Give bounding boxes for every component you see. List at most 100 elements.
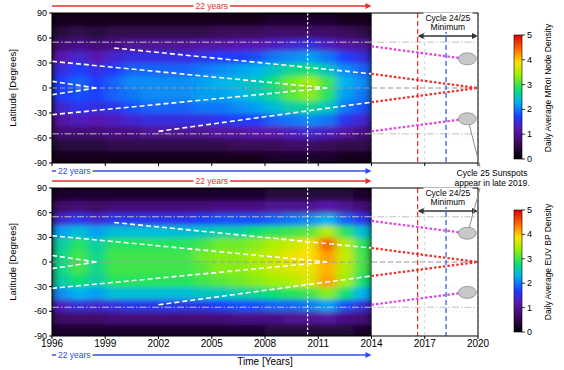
heat-cell [176, 262, 194, 275]
heat-cell [52, 101, 70, 114]
heat-cell [159, 188, 177, 201]
note-pointer [469, 188, 480, 227]
heat-cell [336, 88, 354, 101]
heat-cell [230, 250, 248, 263]
heat-cell [318, 113, 336, 126]
heat-cell [194, 262, 212, 275]
colorbar-tick [522, 35, 525, 36]
heat-cell [247, 311, 265, 324]
heat-cell [105, 274, 123, 287]
heat-cell [70, 225, 88, 238]
heat-cell [52, 26, 70, 39]
band-line [372, 88, 479, 102]
heat-cell [70, 126, 88, 139]
heat-cell [194, 76, 212, 89]
y-tick-label: 60 [37, 33, 47, 43]
heat-cell [212, 200, 230, 213]
band-line [372, 46, 466, 59]
heat-cell [141, 76, 159, 89]
heat-cell [88, 274, 106, 287]
heat-cell [176, 274, 194, 287]
plot-background [52, 13, 478, 163]
heat-cell [194, 200, 212, 213]
heat-cell [88, 113, 106, 126]
heat-cell [70, 113, 88, 126]
heat-cell [247, 38, 265, 51]
heat-cell [230, 213, 248, 226]
y-tick [49, 38, 52, 39]
heat-cell [105, 13, 123, 26]
heat-cell [265, 126, 283, 139]
heat-cell [265, 151, 283, 164]
heat-cell [141, 213, 159, 226]
band-line [114, 48, 371, 74]
heat-cell [354, 262, 372, 275]
heat-cell [194, 126, 212, 139]
heat-cell [301, 237, 319, 250]
heat-cell [105, 324, 123, 336]
heat-cell [176, 26, 194, 39]
heat-cell [52, 274, 70, 287]
heat-cell [212, 237, 230, 250]
period-arrow-head [366, 178, 372, 184]
heat-cell [247, 200, 265, 213]
heat-cell [247, 213, 265, 226]
y-tick-label: 60 [37, 208, 47, 218]
heat-cell [212, 274, 230, 287]
heat-cell [247, 13, 265, 26]
heat-cell [123, 126, 141, 139]
heat-cell [88, 299, 106, 312]
heat-cell [88, 213, 106, 226]
heat-cell [159, 13, 177, 26]
band-line [372, 119, 466, 131]
y-tick [49, 262, 52, 263]
heat-cell [283, 13, 301, 26]
period-arrow-head [366, 168, 372, 174]
x-tick [105, 163, 106, 166]
label-patch [56, 166, 93, 177]
label-patch [423, 13, 472, 33]
heat-cell [105, 299, 123, 312]
heat-cell [283, 225, 301, 238]
heat-cell [159, 311, 177, 324]
heat-cell [247, 126, 265, 139]
band-line [372, 248, 479, 262]
heat-cell [230, 324, 248, 336]
colorbar-scale [514, 35, 522, 159]
heat-cell [283, 311, 301, 324]
heat-cell [88, 250, 106, 263]
heat-cell [141, 311, 159, 324]
heat-cell [318, 26, 336, 39]
heat-cell [283, 113, 301, 126]
heat-cell [88, 188, 106, 201]
y-tick [49, 163, 52, 164]
heat-cell [123, 324, 141, 336]
heat-cell [318, 324, 336, 336]
minimum-arrow-head [472, 33, 478, 39]
x-tick-label: 1999 [94, 338, 117, 349]
period-arrow-shaft [52, 354, 370, 355]
heat-cell [265, 51, 283, 64]
heat-cell [265, 138, 283, 151]
heat-cell [176, 138, 194, 151]
heat-cell [88, 225, 106, 238]
heat-cell [336, 287, 354, 300]
heat-cell [354, 225, 372, 238]
reference-line [307, 13, 308, 163]
heat-cell [247, 324, 265, 336]
heat-cell [265, 324, 283, 336]
heat-cell [265, 38, 283, 51]
colorbar-title: Daily Average MRoI Node Density [543, 23, 553, 152]
heat-cell [247, 101, 265, 114]
heat-cell [88, 324, 106, 336]
heat-cell [230, 26, 248, 39]
figure: -90-60-300306090Latitude [Degrees]012345… [0, 0, 564, 370]
heat-cell [230, 63, 248, 76]
heat-cell [336, 76, 354, 89]
x-tick [424, 163, 425, 166]
heat-cell [70, 299, 88, 312]
note: Cycle 25 Sunspotsappear in late 2019. [454, 125, 529, 227]
heat-cell [176, 13, 194, 26]
reference-line [52, 133, 478, 134]
heat-cell [283, 26, 301, 39]
